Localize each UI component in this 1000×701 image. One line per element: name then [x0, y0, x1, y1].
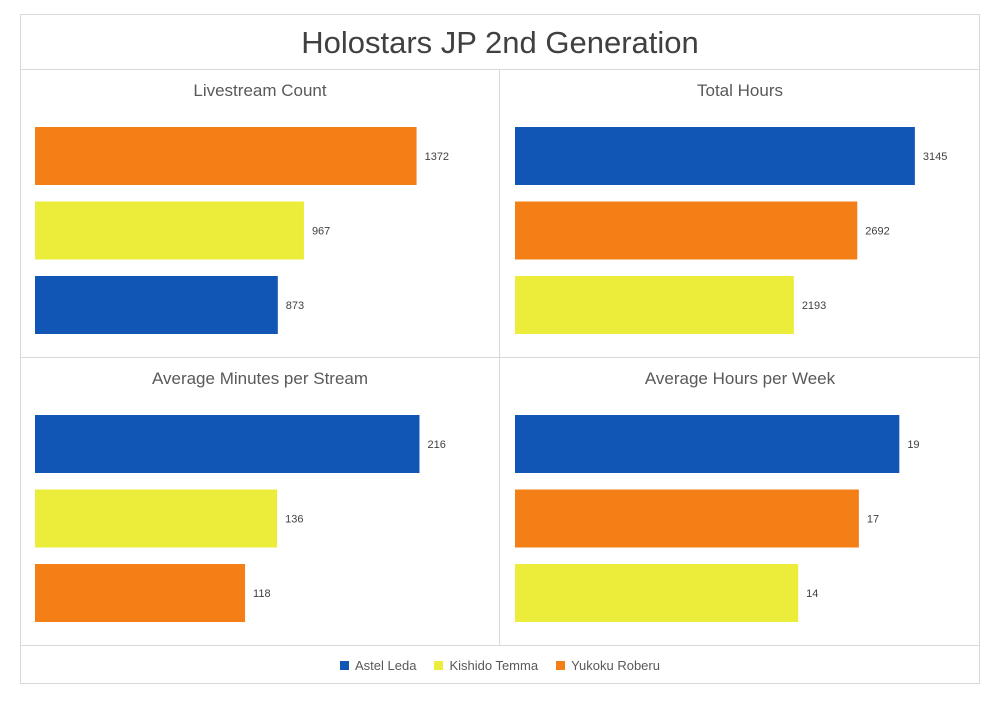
- data-label: 17: [867, 514, 879, 526]
- vertical-divider: [499, 70, 500, 646]
- panel-title: Average Hours per Week: [644, 369, 836, 388]
- legend-item: Astel Leda: [340, 658, 416, 673]
- panel-livestream-count: Livestream Count 1372 967 873: [20, 70, 500, 358]
- bar-yukoku-roberu: [35, 564, 246, 622]
- bar-astel-leda: [515, 415, 900, 473]
- data-label: 19: [907, 439, 919, 451]
- data-label: 216: [427, 439, 445, 451]
- panel-average-hours-week: Average Hours per Week 19 17 14: [500, 358, 980, 646]
- data-label: 967: [312, 226, 330, 238]
- bar-kishido-temma: [35, 489, 278, 548]
- bar-yukoku-roberu: [515, 489, 859, 548]
- data-label: 1372: [425, 151, 449, 163]
- panel-title: Average Minutes per Stream: [151, 369, 369, 388]
- chart-title: Holostars JP 2nd Generation: [20, 14, 980, 70]
- legend-item: Kishido Temma: [434, 658, 538, 673]
- horizontal-divider: [20, 357, 980, 358]
- bar-plot: 3145 2692 2193: [515, 127, 947, 334]
- bar-plot: 19 17 14: [515, 415, 920, 622]
- data-label: 3145: [923, 151, 947, 163]
- legend-label: Astel Leda: [355, 657, 417, 673]
- bar-plot: 1372 967 873: [35, 127, 449, 334]
- bar-astel-leda: [35, 415, 420, 473]
- data-label: 2193: [802, 300, 826, 312]
- legend: Astel Leda Kishido Temma Yukoku Roberu: [20, 646, 980, 684]
- data-label: 136: [285, 514, 303, 526]
- legend-item: Yukoku Roberu: [556, 658, 660, 673]
- panel-title: Livestream Count: [193, 81, 327, 100]
- bar-kishido-temma: [35, 201, 304, 260]
- bar-plot: 216 136 118: [35, 415, 446, 622]
- legend-swatch: [434, 660, 444, 670]
- legend-swatch: [340, 660, 349, 670]
- panel-average-minutes: Average Minutes per Stream 216 136 118: [20, 358, 500, 646]
- legend-swatch: [556, 660, 566, 670]
- data-label: 14: [806, 588, 818, 600]
- bar-yukoku-roberu: [515, 201, 858, 260]
- bar-astel-leda: [515, 127, 915, 185]
- bar-kishido-temma: [515, 276, 794, 334]
- bar-kishido-temma: [515, 564, 799, 622]
- bar-astel-leda: [35, 276, 278, 334]
- legend-divider: [20, 645, 980, 646]
- data-label: 118: [253, 588, 271, 600]
- data-label: 873: [286, 300, 304, 312]
- data-label: 2692: [865, 226, 889, 238]
- panel-total-hours: Total Hours 3145 2692 2193: [500, 70, 980, 358]
- panel-title: Total Hours: [697, 81, 783, 100]
- legend-label: Yukoku Roberu: [571, 657, 660, 673]
- legend-label: Kishido Temma: [449, 657, 539, 673]
- bar-yukoku-roberu: [35, 127, 417, 185]
